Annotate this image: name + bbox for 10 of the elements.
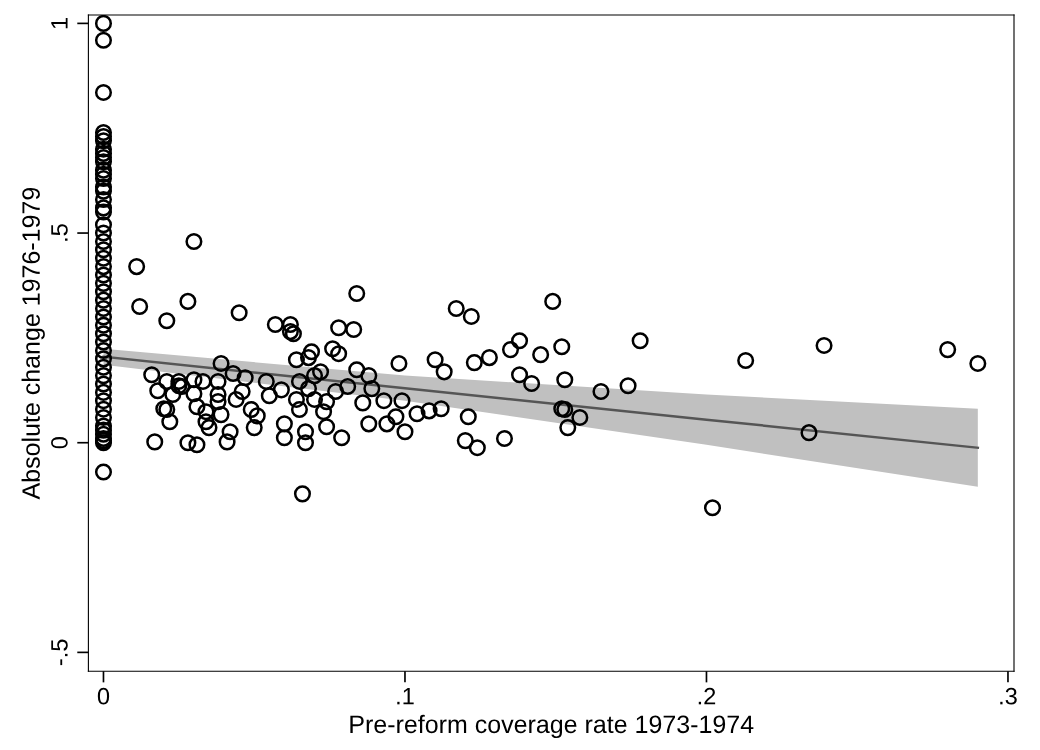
y-tick-label: .5 bbox=[51, 224, 68, 241]
x-tick-label: .1 bbox=[397, 688, 414, 705]
y-tick-label: 1 bbox=[51, 17, 68, 29]
x-tick-label: 0 bbox=[97, 687, 110, 705]
x-axis-title: Pre-reform coverage rate 1973-1974 bbox=[350, 714, 754, 739]
y-tick-label: -.5 bbox=[51, 639, 68, 666]
y-axis-title: Absolute change 1976-1979 bbox=[21, 187, 45, 500]
y-tick-label: 0 bbox=[51, 437, 68, 449]
x-tick-label: .3 bbox=[1000, 687, 1017, 705]
x-tick-label: .2 bbox=[698, 687, 716, 705]
